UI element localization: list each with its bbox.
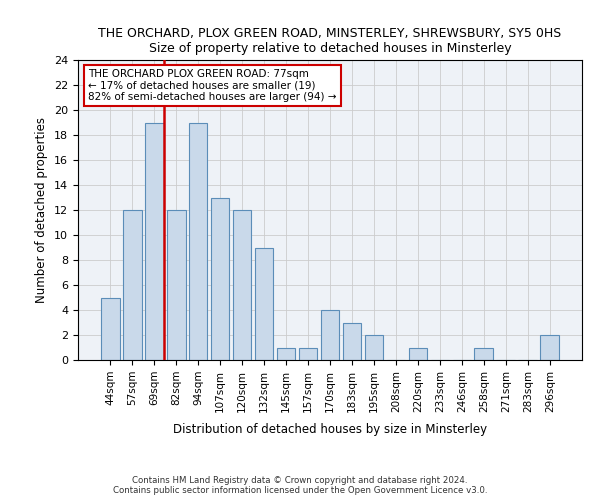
Text: Distribution of detached houses by size in Minsterley: Distribution of detached houses by size … [173, 422, 487, 436]
Bar [255, 248, 274, 360]
Bar [320, 310, 340, 360]
Bar [365, 335, 383, 360]
Bar [189, 122, 208, 360]
Bar [541, 335, 559, 360]
Bar [101, 298, 119, 360]
Text: Contains HM Land Registry data © Crown copyright and database right 2024.
Contai: Contains HM Land Registry data © Crown c… [113, 476, 487, 495]
Bar [211, 198, 229, 360]
Bar [343, 322, 361, 360]
Bar [123, 210, 142, 360]
Bar [299, 348, 317, 360]
Bar [277, 348, 295, 360]
Bar [409, 348, 427, 360]
Bar [475, 348, 493, 360]
Title: THE ORCHARD, PLOX GREEN ROAD, MINSTERLEY, SHREWSBURY, SY5 0HS
Size of property r: THE ORCHARD, PLOX GREEN ROAD, MINSTERLEY… [98, 26, 562, 54]
Bar [167, 210, 185, 360]
Text: THE ORCHARD PLOX GREEN ROAD: 77sqm
← 17% of detached houses are smaller (19)
82%: THE ORCHARD PLOX GREEN ROAD: 77sqm ← 17%… [88, 69, 337, 102]
Bar [145, 122, 164, 360]
Bar [233, 210, 251, 360]
Y-axis label: Number of detached properties: Number of detached properties [35, 117, 49, 303]
